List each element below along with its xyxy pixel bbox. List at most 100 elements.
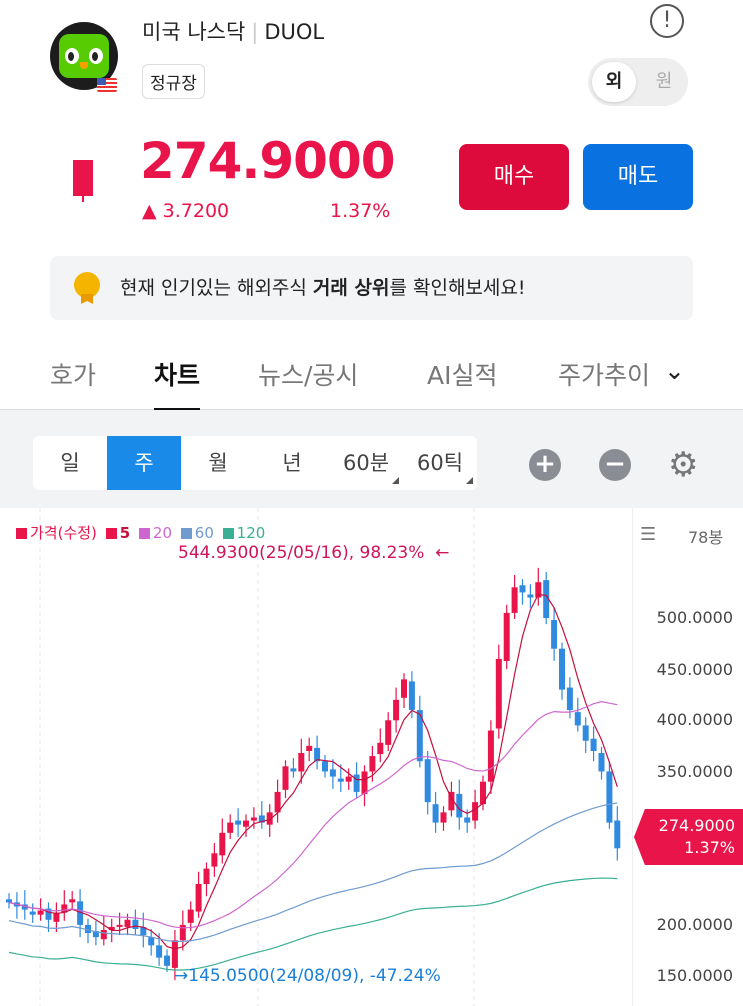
ticker: DUOL (264, 20, 325, 44)
period-month[interactable]: 월 (208, 451, 228, 475)
zoom-out-icon[interactable]: − (599, 449, 631, 481)
chart-legend: 가격(수정) 5 20 60 120 (16, 522, 269, 543)
gear-icon[interactable]: ⚙ (668, 445, 699, 485)
tab-bar: 호가 차트 뉴스/공시 AI실적 주가추이 ⌄ (0, 350, 743, 412)
candle (132, 919, 139, 929)
legend-ma60: 60 (180, 524, 216, 542)
legend-ma120: 120 (222, 524, 268, 542)
candle (337, 778, 344, 782)
candle (464, 817, 471, 823)
period-day[interactable]: 일 (60, 451, 80, 475)
candle (322, 761, 328, 772)
candle (329, 769, 336, 777)
company-logo (50, 22, 118, 90)
candle (535, 582, 542, 598)
ma5-line (8, 593, 618, 950)
candle (432, 804, 439, 823)
candle (53, 912, 60, 922)
candle (219, 832, 226, 856)
current-price-tag: 274.9000 1.37% (634, 809, 743, 865)
candle (385, 720, 392, 745)
candle (361, 771, 368, 794)
ma60-line (8, 802, 618, 942)
candle (590, 738, 597, 751)
ma20-line (8, 701, 618, 929)
period-year[interactable]: 년 (282, 451, 302, 475)
us-flag-icon (97, 78, 117, 92)
market-ticker: 미국 나스닥 | DUOL (142, 20, 325, 44)
tab-orderbook[interactable]: 호가 (50, 361, 97, 390)
candle-icon (73, 160, 93, 202)
candle (108, 926, 115, 931)
bar-count: 78봉 (688, 528, 724, 547)
tab-price-trend[interactable]: 주가추이 (558, 361, 651, 390)
banner-bold: 거래 상위 (312, 277, 390, 299)
candle (37, 910, 44, 915)
y-tick: 150.0000 (656, 966, 733, 985)
period-60min[interactable]: 60분 (329, 436, 403, 490)
y-tick: 200.0000 (656, 915, 733, 934)
buy-button[interactable]: 매수 (459, 144, 569, 210)
tag-price: 274.9000 (658, 816, 735, 835)
low-annotation: →145.0500(24/08/09), -47.24% (174, 966, 441, 986)
candle (416, 710, 423, 762)
candle (401, 679, 407, 698)
candle (519, 585, 526, 593)
candle (566, 687, 573, 711)
candle (306, 745, 313, 751)
zoom-in-icon[interactable]: + (529, 449, 561, 481)
tab-chart[interactable]: 차트 (154, 356, 201, 412)
candle (124, 919, 131, 927)
tab-news[interactable]: 뉴스/공시 (258, 361, 359, 390)
candle (77, 901, 84, 925)
candle (164, 955, 170, 966)
candle (582, 725, 589, 741)
won-option[interactable]: 원 (655, 71, 673, 92)
candle (69, 899, 76, 903)
legend-ma5: 5 (105, 524, 132, 542)
candle (116, 924, 123, 927)
candle (369, 756, 376, 772)
candle (543, 580, 550, 618)
sell-button[interactable]: 매도 (583, 144, 693, 210)
candle (314, 747, 321, 762)
candle (266, 812, 273, 825)
chevron-down-icon[interactable]: ⌄ (664, 356, 685, 385)
candle (243, 820, 249, 827)
candle (6, 899, 12, 903)
candle (487, 730, 494, 782)
candle (61, 904, 68, 913)
candle (480, 781, 486, 805)
candle (527, 594, 534, 598)
price-change: ▲ 3.7200 (142, 200, 230, 222)
banner-text: 현재 인기있는 해외주식 (120, 277, 313, 299)
top-trading-banner[interactable]: 현재 인기있는 해외주식 거래 상위를 확인해보세요! (50, 256, 693, 320)
candle (227, 822, 234, 833)
tab-ai-earnings[interactable]: AI실적 (427, 361, 498, 390)
candle (156, 945, 163, 958)
candle (100, 930, 107, 940)
candle (598, 753, 605, 772)
y-tick: 450.0000 (656, 660, 733, 679)
info-icon[interactable]: ! (650, 4, 684, 38)
market-name: 미국 나스닥 (142, 20, 246, 44)
legend-price: 가격(수정) (16, 524, 99, 542)
tag-pct: 1.37% (684, 838, 735, 857)
candle (377, 742, 384, 755)
candle (250, 817, 257, 821)
banner-text-end: 를 확인해보세요! (389, 277, 526, 299)
period-60tick[interactable]: 60틱 (403, 436, 477, 490)
ma120-line (8, 877, 618, 971)
candle (140, 926, 147, 936)
menu-icon[interactable]: ☰ (640, 524, 657, 545)
period-week[interactable]: 주 (107, 436, 181, 490)
candle (274, 791, 281, 813)
candle (21, 904, 28, 910)
foreign-currency-option[interactable]: 외 (592, 62, 636, 102)
y-axis: 500.0000 450.0000 400.0000 350.0000 200.… (632, 508, 743, 1006)
candle (495, 658, 502, 729)
candle (393, 699, 400, 721)
price-change-pct: 1.37% (330, 200, 391, 222)
chart-toolbar: 일 주 월 년 60분 60틱 + − ⚙ (0, 410, 743, 508)
